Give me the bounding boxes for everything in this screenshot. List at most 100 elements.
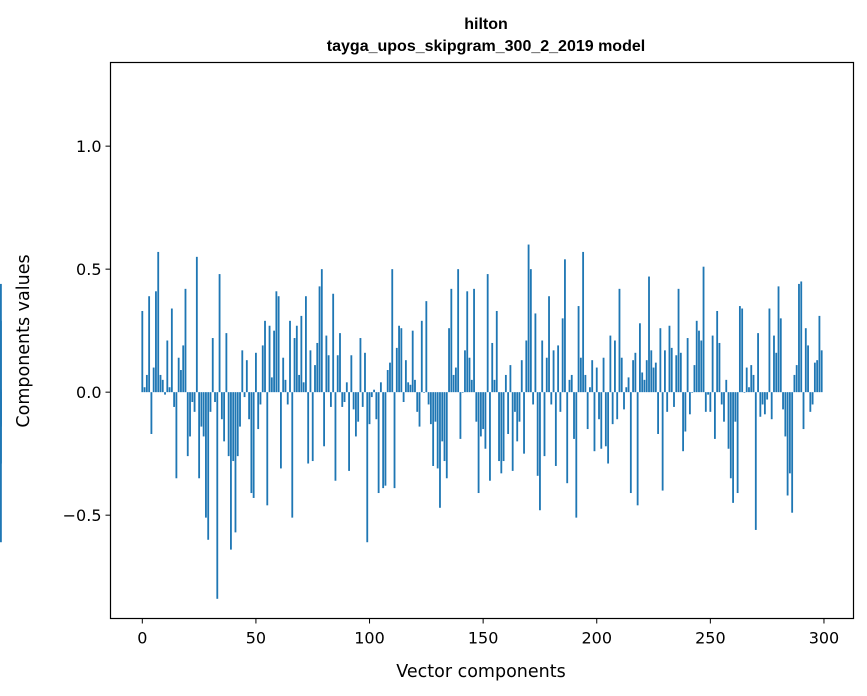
bar	[434, 392, 437, 422]
y-tick-label: 0.5	[76, 260, 101, 279]
bar	[216, 392, 219, 599]
bar	[366, 392, 369, 543]
bar	[182, 345, 185, 393]
bar	[670, 347, 673, 393]
bar	[389, 362, 391, 393]
bar	[184, 288, 187, 393]
bar	[189, 392, 191, 437]
bar	[727, 392, 730, 449]
bar	[316, 342, 319, 393]
bar	[252, 392, 255, 498]
bar	[654, 362, 657, 393]
bar	[693, 365, 696, 393]
bar	[200, 392, 203, 427]
bar	[552, 350, 555, 393]
bar	[161, 379, 164, 393]
bar	[257, 392, 260, 430]
bar	[325, 335, 328, 393]
bar	[777, 286, 780, 393]
bar	[504, 374, 507, 393]
bar	[241, 350, 244, 393]
bar	[205, 392, 207, 518]
bar	[198, 392, 201, 479]
bar	[661, 392, 664, 491]
bar	[514, 392, 516, 412]
bar	[752, 374, 755, 393]
bar	[379, 382, 382, 393]
bar	[536, 392, 539, 476]
bar	[261, 345, 264, 393]
bar	[273, 330, 276, 393]
bar	[548, 296, 550, 393]
bar	[270, 377, 273, 393]
bar	[761, 392, 764, 405]
bar	[718, 342, 721, 393]
bar	[429, 392, 432, 425]
bar	[341, 392, 344, 407]
bar	[700, 340, 703, 393]
bar	[602, 357, 605, 393]
bar	[145, 374, 148, 393]
bar	[343, 392, 346, 402]
bar	[282, 357, 285, 393]
bar	[386, 370, 389, 393]
bar	[664, 350, 666, 393]
bar	[157, 251, 160, 393]
bar	[348, 392, 350, 471]
bar	[473, 288, 475, 393]
bar	[0, 392, 2, 464]
bar	[679, 352, 682, 393]
bar	[436, 392, 439, 469]
bar	[177, 357, 180, 393]
bar	[457, 269, 460, 393]
bar	[804, 328, 807, 393]
bar	[668, 325, 671, 393]
bar	[193, 392, 196, 412]
bar	[716, 310, 719, 393]
bar	[148, 296, 151, 393]
bar	[582, 251, 585, 393]
bar	[150, 392, 153, 434]
bar	[545, 357, 548, 393]
bar	[575, 392, 578, 518]
bar	[466, 291, 469, 393]
bar	[791, 392, 794, 513]
bar	[809, 392, 812, 412]
bar	[175, 392, 178, 479]
bar	[141, 310, 144, 393]
bar	[793, 374, 796, 393]
bar	[543, 392, 546, 457]
bar	[600, 392, 603, 449]
bar	[152, 367, 155, 393]
bar	[688, 392, 691, 415]
bar	[645, 360, 648, 393]
chart-subtitle: tayga_upos_skipgram_300_2_2019 model	[327, 38, 645, 55]
bar	[284, 379, 287, 393]
bar	[350, 355, 353, 393]
bar	[239, 392, 241, 427]
bar	[798, 283, 800, 393]
bar	[723, 392, 725, 422]
bar	[0, 320, 2, 393]
bar	[329, 392, 332, 407]
bar	[820, 350, 823, 393]
x-tick-label: 50	[246, 629, 266, 648]
bar	[509, 365, 512, 393]
bar	[666, 392, 669, 412]
bar	[159, 374, 162, 393]
bar	[266, 392, 269, 506]
bar	[743, 392, 746, 393]
bar	[623, 392, 625, 410]
bar	[305, 296, 307, 393]
bar	[195, 256, 198, 393]
bar	[659, 328, 662, 393]
x-tick-label: 150	[468, 629, 499, 648]
bar	[738, 306, 741, 393]
bar	[334, 392, 337, 481]
bar	[286, 392, 289, 405]
bar	[734, 392, 737, 422]
bar	[502, 392, 505, 462]
bar	[566, 392, 569, 484]
bar	[207, 392, 210, 540]
bar	[589, 387, 591, 393]
